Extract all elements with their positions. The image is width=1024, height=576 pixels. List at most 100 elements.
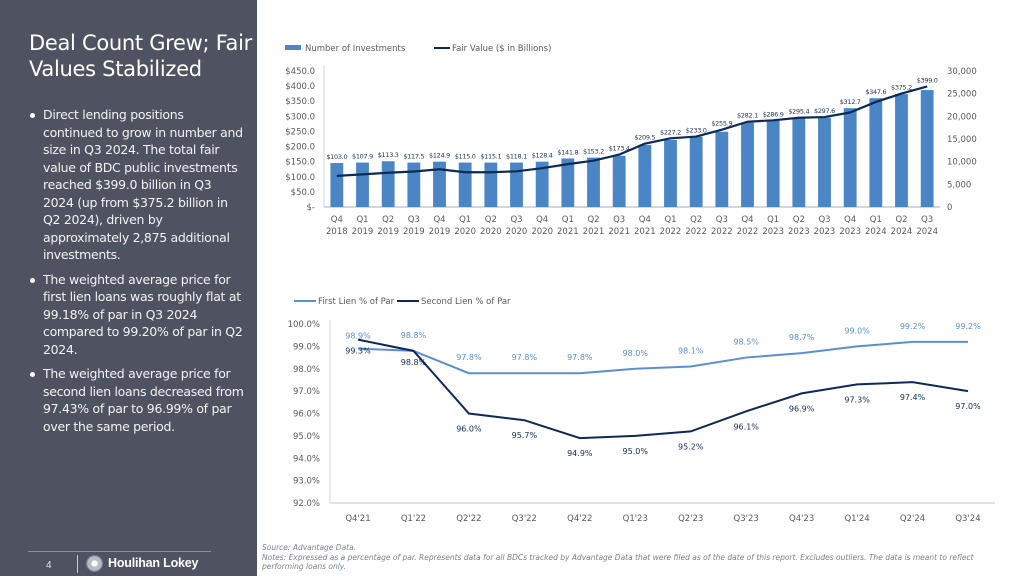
data-label-fair-value: $115.1: [480, 153, 501, 161]
y-tick-label: 99.0%: [293, 342, 320, 352]
data-label-first-lien: 98.1%: [678, 347, 704, 356]
data-label-fair-value: $399.0: [917, 76, 938, 84]
data-label-fair-value: $347.6: [865, 88, 886, 96]
bullet-text: The weighted average price for second li…: [43, 366, 244, 434]
data-label-fair-value: $282.1: [737, 112, 758, 120]
bar-number-of-investments: [766, 120, 780, 207]
y-right-tick-label: 15,000: [947, 135, 977, 145]
data-label-fair-value: $286.9: [763, 110, 784, 118]
data-label-fair-value: $107.9: [352, 153, 373, 161]
y-right-tick-label: 30,000: [947, 67, 977, 77]
data-label-fair-value: $113.3: [378, 151, 399, 159]
x-tick-label-quarter: Q2: [587, 215, 599, 225]
x-tick-label-quarter: Q3: [818, 215, 830, 225]
bar-number-of-investments: [612, 155, 626, 207]
bar-number-of-investments: [843, 108, 857, 207]
y-tick-label: 100.0%: [288, 320, 320, 330]
x-tick-label: Q1'22: [401, 514, 426, 524]
y-left-tick-label: $350.0: [285, 97, 315, 107]
x-tick-label-year: 2024: [865, 227, 887, 237]
x-tick-label-quarter: Q2: [485, 215, 497, 225]
bar-number-of-investments: [895, 94, 908, 207]
x-tick-label-year: 2020: [454, 227, 476, 237]
legend-label-investments: Number of Investments: [305, 44, 406, 54]
line-first-lien: [357, 340, 968, 375]
y-right-tick-label: 10,000: [947, 158, 977, 168]
x-tick-label-year: 2024: [916, 227, 938, 237]
y-left-tick-label: $400.0: [285, 82, 315, 92]
data-label-second-lien: 97.3%: [844, 395, 870, 404]
x-tick-label-year: 2020: [531, 227, 553, 237]
bar-number-of-investments: [381, 161, 395, 207]
data-label-first-lien: 98.0%: [623, 349, 649, 358]
data-label-first-lien: 99.0%: [844, 326, 870, 335]
x-tick-label: Q3'22: [512, 514, 537, 524]
bullet-dot-icon: [30, 372, 35, 377]
x-tick-label-year: 2023: [762, 227, 784, 237]
x-tick-label: Q1'23: [623, 514, 648, 524]
bullet-text: The weighted average price for first lie…: [43, 271, 243, 357]
legend-label-first-lien: First Lien % of Par: [318, 297, 395, 307]
bar-number-of-investments: [638, 144, 652, 207]
line-fair-value: [336, 85, 928, 177]
line-second-lien: [357, 338, 969, 440]
bullet-dot-icon: [30, 277, 35, 283]
x-tick-label-quarter: Q4: [844, 215, 856, 225]
data-label-second-lien: 94.9%: [567, 449, 593, 458]
investments-fair-value-chart: Number of Investments Fair Value ($ in Bi…: [285, 44, 977, 237]
data-label-fair-value: $128.4: [532, 152, 553, 160]
x-tick-label-year: 2024: [891, 227, 913, 237]
brand-name: Houlihan Lokey: [108, 556, 199, 570]
legend-label-second-lien: Second Lien % of Par: [421, 297, 511, 307]
footer-separator: [77, 555, 78, 573]
x-tick-label-year: 2019: [403, 227, 425, 237]
bar-number-of-investments: [484, 162, 498, 207]
data-label-first-lien: 98.8%: [401, 331, 427, 340]
bar-number-of-investments: [792, 117, 806, 207]
x-tick-label-quarter: Q1: [664, 215, 676, 225]
y-right-tick-label: 5,000: [947, 180, 971, 190]
y-left-tick-label: $150.0: [285, 158, 315, 168]
y-tick-label: 93.0%: [293, 477, 320, 487]
bar-number-of-investments: [741, 122, 754, 207]
x-tick-label-quarter: Q2: [793, 215, 805, 225]
y-tick-label: 95.0%: [293, 432, 320, 442]
page-title: Deal Count Grew; Fair Values Stabilized: [29, 31, 252, 81]
x-tick-label: Q2'24: [900, 514, 925, 524]
x-tick-label-quarter: Q2: [895, 215, 907, 225]
bullet-item: The weighted average price for second li…: [29, 365, 244, 435]
x-tick-label: Q3'23: [734, 514, 759, 524]
y-tick-label: 96.0%: [293, 410, 320, 420]
data-label-first-lien: 99.2%: [955, 322, 981, 331]
data-label-second-lien: 96.1%: [733, 422, 759, 431]
x-tick-label-year: 2019: [377, 227, 399, 237]
x-tick-label-year: 2023: [839, 227, 861, 237]
x-tick-label-quarter: Q3: [510, 215, 522, 225]
y-tick-label: 92.0%: [293, 499, 320, 509]
sidebar: Deal Count Grew; Fair Values Stabilized …: [0, 0, 257, 576]
x-tick-label-quarter: Q4: [639, 215, 651, 225]
x-tick-label: Q2'23: [678, 514, 703, 524]
x-tick-label-year: 2020: [480, 227, 502, 237]
data-label-first-lien: 98.9%: [345, 332, 371, 341]
data-label-fair-value: $117.5: [403, 153, 424, 161]
data-label-fair-value: $312.7: [840, 98, 861, 106]
data-label-fair-value: $255.9: [711, 120, 732, 128]
data-label-first-lien: 97.8%: [567, 353, 593, 362]
x-tick-label: Q3'24: [955, 514, 980, 524]
x-tick-label-year: 2022: [737, 227, 759, 237]
legend-swatch-investments: [285, 45, 301, 50]
bar-number-of-investments: [561, 158, 575, 207]
data-label-fair-value: $297.6: [814, 107, 835, 115]
x-tick-label-quarter: Q4: [433, 215, 445, 225]
x-tick-label-quarter: Q1: [356, 215, 368, 225]
x-tick-label: Q4'22: [567, 514, 592, 524]
x-tick-label-year: 2022: [711, 227, 733, 237]
y-right-tick-label: 20,000: [947, 112, 977, 122]
y-left-tick-label: $-: [307, 203, 315, 213]
x-tick-label-year: 2023: [788, 227, 810, 237]
x-tick-label-year: 2018: [326, 227, 348, 237]
data-label-second-lien: 96.9%: [789, 404, 815, 413]
data-label-fair-value: $124.9: [429, 152, 450, 160]
x-tick-label: Q2'22: [456, 514, 481, 524]
